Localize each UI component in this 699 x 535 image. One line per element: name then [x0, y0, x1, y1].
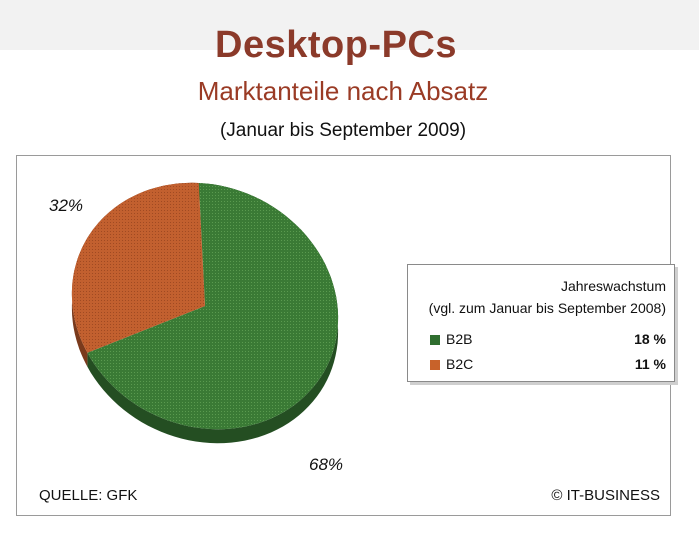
legend-title-line1: Jahreswachstum [560, 278, 666, 294]
legend-swatch-b2b [430, 335, 440, 345]
chart-subtitle: Marktanteile nach Absatz [197, 76, 489, 106]
pie-label-b2b: 68% [309, 455, 344, 474]
source-note: QUELLE: GFK [39, 487, 138, 504]
legend-title-line2: (vgl. zum Januar bis September 2008) [428, 300, 666, 316]
legend-value-b2c: 11 % [634, 356, 666, 372]
legend-value-b2b: 18 % [634, 331, 666, 347]
chart-period: (Januar bis September 2009) [219, 120, 467, 141]
pie-chart [71, 182, 339, 444]
header-band [0, 0, 699, 50]
pie-slice-b2c [71, 182, 206, 353]
chart-frame: 32% 68% Jahreswachstum (vgl. zum Januar … [16, 155, 675, 516]
legend-title: Jahreswachstum (vgl. zum Januar bis Sept… [429, 275, 666, 319]
legend-swatch-b2c [430, 360, 440, 370]
legend-item-b2b: B2B 18 % [430, 331, 666, 351]
copyright-note: © IT-BUSINESS [551, 487, 660, 504]
legend-name-b2b: B2B [446, 331, 473, 347]
legend-item-b2c: B2C 11 % [430, 356, 666, 376]
pie-slice-b2b [87, 183, 339, 430]
pie-label-b2c: 32% [49, 196, 84, 215]
legend-box: Jahreswachstum (vgl. zum Januar bis Sept… [407, 264, 675, 382]
legend-name-b2c: B2C [446, 356, 474, 372]
chart-title: Desktop-PCs [215, 24, 457, 66]
